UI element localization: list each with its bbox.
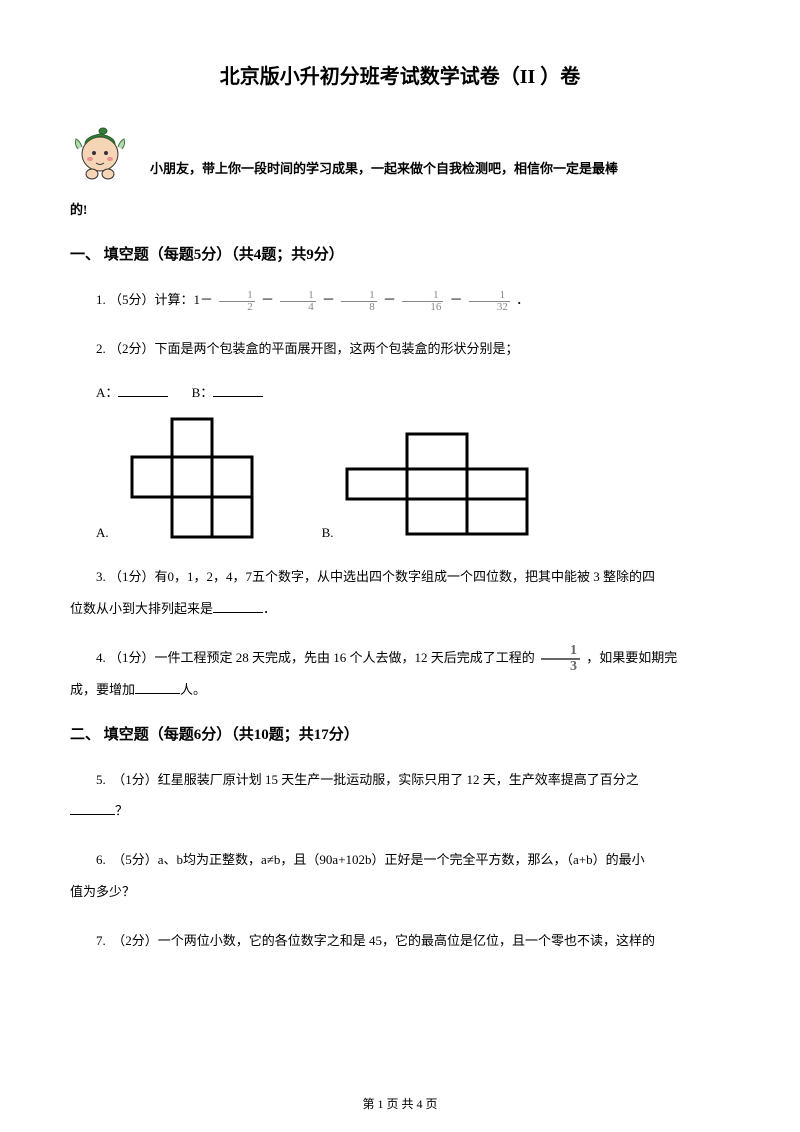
fraction-3: 18 bbox=[341, 290, 377, 313]
fraction-1: 12 bbox=[219, 290, 255, 313]
q3-line2: 位数从小到大排列起来是 bbox=[70, 601, 213, 616]
blank-a bbox=[118, 383, 168, 397]
q4-line2: 成，要增加 bbox=[70, 682, 135, 697]
question-2: 2. （2分）下面是两个包装盒的平面展开图，这两个包装盒的形状分别是； bbox=[70, 333, 730, 364]
q5-suffix: ？ bbox=[115, 803, 128, 818]
shape-b-container: B. bbox=[322, 431, 537, 541]
blank-b bbox=[213, 383, 263, 397]
intro-row: 小朋友，带上你一段时间的学习成果，一起来做个自我检测吧，相信你一定是最棒 bbox=[70, 119, 730, 184]
shape-a-label: A. bbox=[96, 525, 109, 541]
intro-text-2: 的! bbox=[70, 199, 730, 218]
q4-suffix: 人。 bbox=[180, 682, 206, 697]
blank-q5 bbox=[70, 801, 115, 815]
q4-line1-suffix: ，如果要如期完 bbox=[586, 650, 677, 665]
fraction-4: 116 bbox=[402, 290, 443, 313]
fraction-q4: 13 bbox=[541, 644, 580, 674]
shapes-row: A. B. bbox=[70, 416, 730, 541]
page-footer: 第 1 页 共 4 页 bbox=[0, 1095, 800, 1112]
q3-suffix: ． bbox=[263, 601, 276, 616]
question-7: 7. （2分）一个两位小数，它的各位数字之和是 45，它的最高位是亿位，且一个零… bbox=[70, 925, 730, 956]
q2-a-label: A： bbox=[96, 385, 118, 400]
blank-q3 bbox=[213, 599, 263, 613]
q2-b-label: B： bbox=[192, 385, 214, 400]
question-6: 6. （5分）a、b均为正整数，a≠b，且（90a+102b）正好是一个完全平方… bbox=[70, 844, 730, 906]
blank-q4 bbox=[135, 680, 180, 694]
fraction-2: 14 bbox=[280, 290, 316, 313]
question-1: 1. （5分）计算：1－ 12 － 14 － 18 － 116 － 132 ． bbox=[70, 284, 730, 315]
shape-b-net bbox=[342, 431, 537, 541]
shape-a-net bbox=[117, 416, 272, 541]
q6-line1: 6. （5分）a、b均为正整数，a≠b，且（90a+102b）正好是一个完全平方… bbox=[70, 844, 730, 875]
question-5: 5. （1分）红星服装厂原计划 15 天生产一批运动服，实际只用了 12 天，生… bbox=[70, 764, 730, 826]
q6-line2: 值为多少？ bbox=[70, 876, 730, 907]
shape-a-container: A. bbox=[96, 416, 272, 541]
mascot-icon bbox=[70, 119, 130, 184]
shape-b-label: B. bbox=[322, 525, 334, 541]
q1-suffix: ． bbox=[516, 292, 529, 307]
fraction-5: 132 bbox=[469, 290, 510, 313]
q4-line1: 4. （1分）一件工程预定 28 天完成，先由 16 个人去做，12 天后完成了… bbox=[96, 650, 538, 665]
page-title: 北京版小升初分班考试数学试卷（II ）卷 bbox=[70, 60, 730, 89]
question-2-blanks: A： B： bbox=[70, 382, 730, 401]
q1-prefix: 1. （5分）计算：1－ bbox=[96, 292, 213, 307]
intro-text-1: 小朋友，带上你一段时间的学习成果，一起来做个自我检测吧，相信你一定是最棒 bbox=[150, 155, 618, 184]
q5-line1: 5. （1分）红星服装厂原计划 15 天生产一批运动服，实际只用了 12 天，生… bbox=[70, 764, 730, 795]
q3-line1: 3. （1分）有0，1，2，4，7五个数字，从中选出四个数字组成一个四位数，把其… bbox=[70, 561, 730, 592]
section-1-header: 一、 填空题（每题5分）（共4题；共9分） bbox=[70, 243, 730, 264]
question-4: 4. （1分）一件工程预定 28 天完成，先由 16 个人去做，12 天后完成了… bbox=[70, 642, 730, 705]
question-3: 3. （1分）有0，1，2，4，7五个数字，从中选出四个数字组成一个四位数，把其… bbox=[70, 561, 730, 623]
section-2-header: 二、 填空题（每题6分）（共10题；共17分） bbox=[70, 723, 730, 744]
